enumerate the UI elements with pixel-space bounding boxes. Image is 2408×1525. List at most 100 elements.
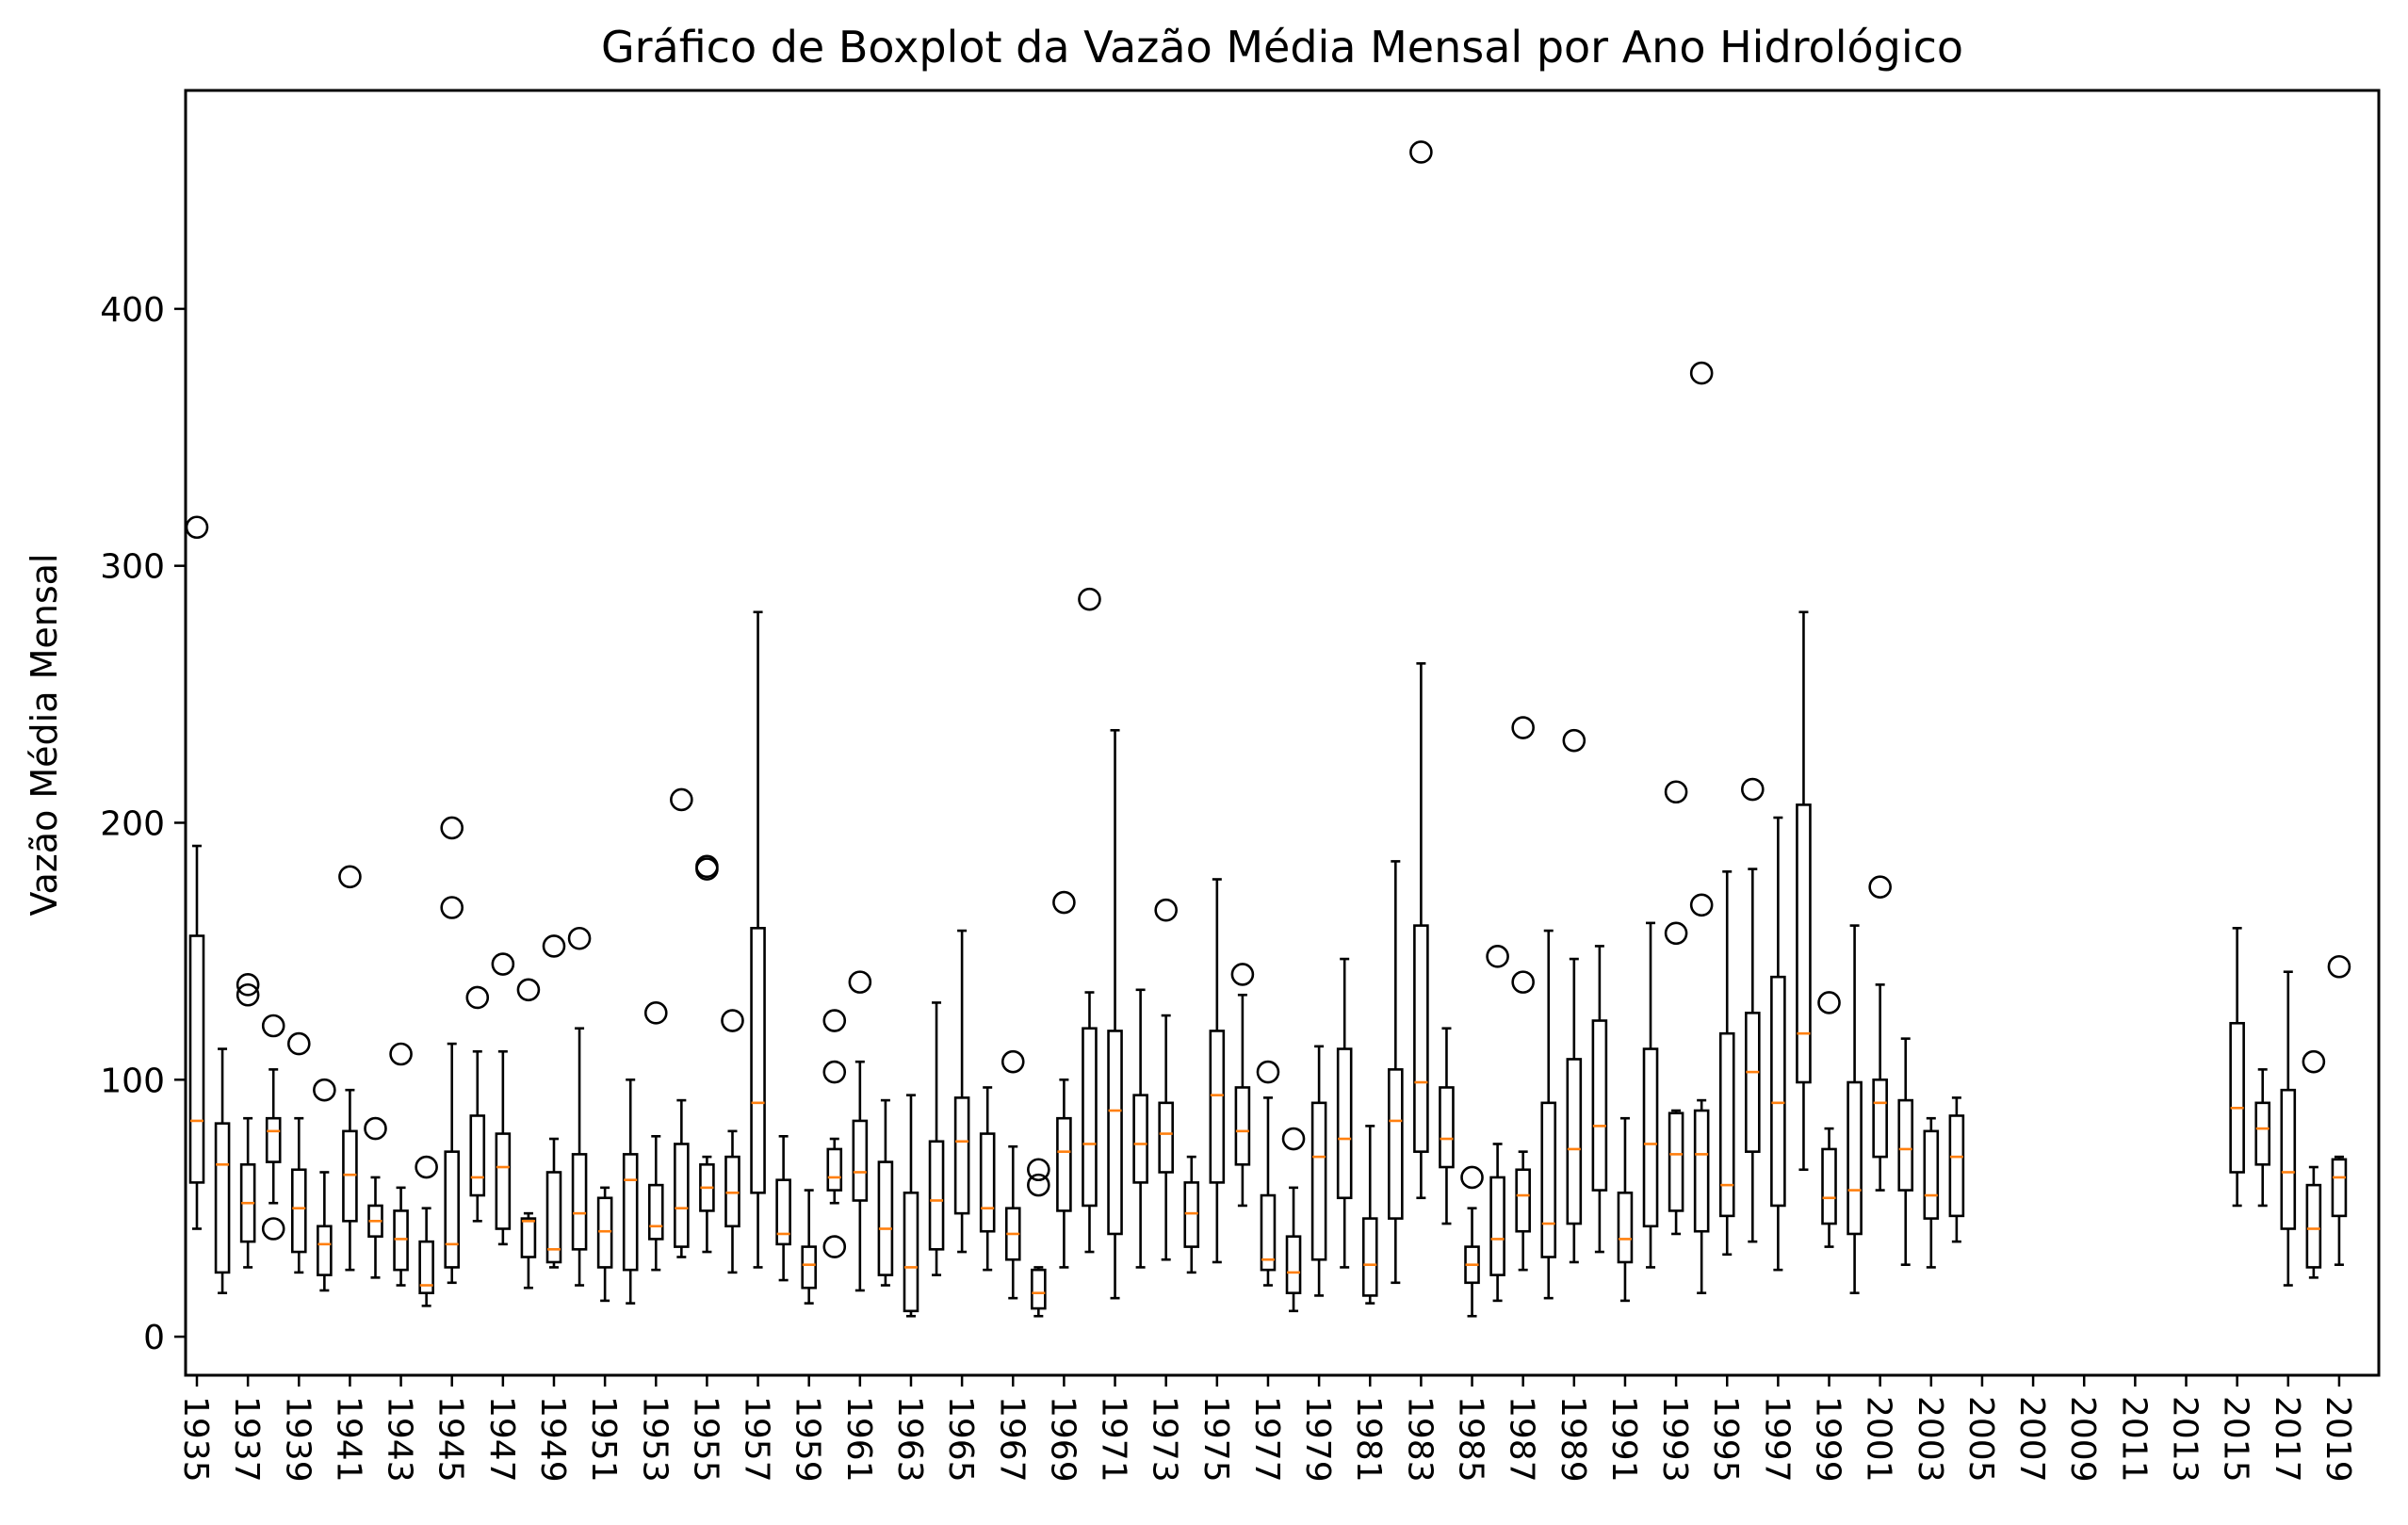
box-iqr: [674, 1143, 690, 1248]
outlier-point: [440, 816, 464, 840]
x-tick-label: 1961: [839, 1396, 878, 1483]
box-iqr: [1260, 1193, 1277, 1272]
box-iqr: [2254, 1101, 2271, 1166]
x-tick-label: 1997: [1757, 1396, 1796, 1483]
box-iqr: [1388, 1068, 1404, 1220]
box-iqr: [724, 1155, 740, 1228]
box-iqr: [1336, 1047, 1353, 1200]
x-tick-label: 1959: [789, 1396, 827, 1483]
outlier-point: [1741, 777, 1765, 802]
box-iqr: [1413, 924, 1429, 1153]
box-iqr: [1591, 1019, 1608, 1192]
box-iqr: [1566, 1058, 1583, 1225]
outlier-point: [2327, 954, 2351, 979]
x-tick-label: 1935: [176, 1396, 215, 1483]
box-iqr: [1183, 1181, 1200, 1248]
outlier-point: [415, 1155, 438, 1179]
x-tick-label: 1991: [1604, 1396, 1643, 1483]
box-iqr: [1132, 1094, 1148, 1184]
outlier-point: [1689, 893, 1714, 917]
y-axis-label: Vazão Média Mensal: [24, 554, 65, 917]
x-tick-label: 1981: [1349, 1396, 1388, 1483]
outlier-point: [465, 985, 490, 1010]
x-tick-label: 1951: [584, 1396, 623, 1483]
x-tick-label: 1965: [941, 1396, 980, 1483]
box-iqr: [1770, 975, 1786, 1208]
x-tick-label: 1987: [1503, 1396, 1541, 1483]
box-iqr: [1489, 1176, 1505, 1276]
x-tick-label: 2019: [2319, 1396, 2357, 1483]
outlier-point: [1664, 921, 1688, 946]
box-iqr: [545, 1171, 562, 1264]
outlier-point: [1562, 728, 1586, 753]
box-iqr: [1209, 1030, 1226, 1184]
box-iqr: [1872, 1078, 1888, 1159]
x-tick-label: 1999: [1809, 1396, 1847, 1483]
box-iqr: [1821, 1147, 1837, 1225]
x-tick-label: 2013: [2166, 1396, 2205, 1483]
outlier-point: [1817, 991, 1841, 1014]
outlier-point: [1689, 361, 1714, 385]
axes-frame: [184, 89, 2381, 1377]
x-tick-label: 2015: [2217, 1396, 2255, 1483]
outlier-point: [2302, 1049, 2326, 1074]
box-iqr: [265, 1116, 282, 1163]
box-iqr: [1439, 1086, 1455, 1169]
x-tick-label: 1955: [686, 1396, 724, 1483]
x-tick-label: 2003: [1911, 1396, 1949, 1483]
outlier-point: [1460, 1165, 1484, 1190]
outlier-point: [1868, 875, 1892, 899]
x-tick-label: 2007: [2012, 1396, 2051, 1483]
box-iqr: [1234, 1086, 1251, 1166]
x-tick-label: 1949: [533, 1396, 572, 1483]
box-iqr: [1107, 1030, 1123, 1236]
x-tick-label: 1967: [992, 1396, 1031, 1483]
outlier-point: [516, 978, 541, 1002]
box-iqr: [520, 1217, 537, 1258]
box-iqr: [1056, 1116, 1072, 1212]
box-iqr: [596, 1196, 613, 1269]
box-iqr: [1923, 1129, 1940, 1220]
box-iqr: [317, 1225, 333, 1276]
outlier-point: [822, 1235, 847, 1258]
box-iqr: [1847, 1080, 1863, 1236]
box-iqr: [1310, 1101, 1327, 1261]
outlier-point: [695, 854, 719, 879]
box-iqr: [1361, 1217, 1378, 1297]
x-tick-label: 1953: [635, 1396, 674, 1483]
box-iqr: [290, 1168, 307, 1254]
box-iqr: [801, 1245, 817, 1290]
box-iqr: [393, 1209, 409, 1272]
box-iqr: [1642, 1047, 1659, 1228]
box-iqr: [2280, 1088, 2297, 1230]
box-iqr: [1082, 1027, 1098, 1208]
x-tick-label: 1941: [329, 1396, 367, 1483]
box-iqr: [571, 1153, 588, 1251]
box-iqr: [877, 1160, 894, 1276]
x-tick-label: 1937: [227, 1396, 266, 1483]
x-tick-label: 2005: [1961, 1396, 2000, 1483]
x-tick-label: 1977: [1247, 1396, 1286, 1483]
box-iqr: [1540, 1101, 1557, 1258]
outlier-point: [1511, 970, 1535, 994]
box-iqr: [953, 1096, 970, 1215]
box-iqr: [418, 1240, 434, 1295]
x-tick-label: 1995: [1706, 1396, 1745, 1483]
outlier-point: [1027, 1158, 1050, 1182]
x-tick-label: 1971: [1095, 1396, 1133, 1483]
box-iqr: [622, 1153, 639, 1272]
outlier-point: [236, 982, 260, 1007]
x-tick-label: 1947: [482, 1396, 521, 1483]
y-tick-label: 100: [100, 1062, 165, 1100]
outlier-point: [313, 1078, 336, 1102]
box-iqr: [188, 934, 205, 1184]
x-tick-label: 1985: [1452, 1396, 1490, 1483]
outlier-point: [1052, 890, 1076, 915]
box-iqr: [1617, 1192, 1634, 1264]
box-iqr: [852, 1119, 869, 1202]
box-iqr: [1948, 1114, 1965, 1218]
outlier-point: [286, 1031, 311, 1056]
box-iqr: [1515, 1168, 1531, 1233]
